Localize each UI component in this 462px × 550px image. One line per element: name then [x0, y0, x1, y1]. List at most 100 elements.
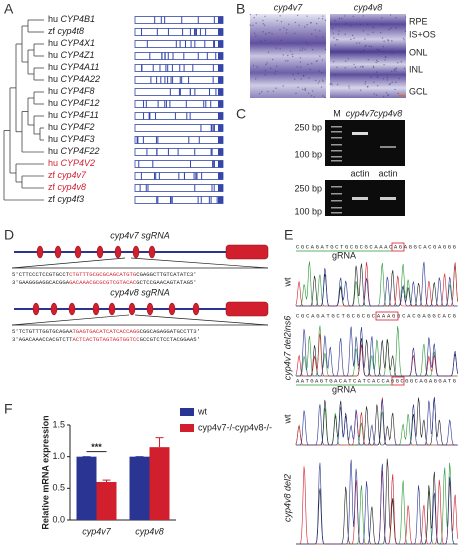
cell — [381, 17, 383, 19]
gene: CYP4A11 — [61, 62, 100, 72]
exon-end — [218, 88, 223, 96]
cell — [272, 90, 275, 93]
cell — [359, 51, 362, 54]
band — [380, 197, 396, 200]
gene: cyp4v7 — [58, 170, 88, 180]
cell — [384, 59, 386, 61]
cell — [349, 25, 352, 27]
leaf-label: hu CYP4V2 — [48, 158, 95, 168]
cell — [345, 23, 347, 25]
exon — [92, 302, 100, 316]
exon — [168, 302, 176, 316]
dna-strand: 5'CTTCCCTCCGTGCCTCTGTTTGCGCGCAGCATGTGCGA… — [12, 271, 197, 278]
species: hu — [48, 98, 58, 108]
cell — [262, 31, 264, 33]
gene: CYP4F22 — [61, 146, 100, 156]
cell — [366, 86, 369, 88]
cell — [372, 26, 375, 29]
cell — [345, 60, 347, 62]
cell — [372, 66, 375, 69]
cell — [308, 77, 310, 79]
panel-label: B — [236, 1, 245, 17]
species: hu — [48, 134, 58, 144]
cell — [321, 59, 324, 61]
image-label: cyp4v8 — [354, 2, 383, 12]
sequence: AATGAGTGACATCATCACCAGGCGGCAGAGGATG — [296, 377, 457, 384]
exon-end — [218, 112, 223, 120]
gene-structure — [134, 148, 224, 156]
gel — [325, 120, 405, 166]
cell — [304, 48, 306, 51]
cell — [302, 74, 305, 77]
cell — [252, 24, 254, 27]
seq-part: 3'AGACAAACCACGTCTT — [12, 336, 73, 343]
cell — [256, 66, 258, 68]
cell — [334, 19, 336, 22]
cell — [391, 40, 393, 42]
seq-part: CTGTTTGCGCGCAGCATGTG — [69, 271, 137, 278]
dna-strand: 5'TCTGTTTGGTGCAGAATGAGTGACATCATCACCAGGCG… — [12, 328, 200, 335]
cell — [385, 56, 387, 58]
trace — [296, 261, 458, 307]
gene: CYP4X1 — [61, 38, 96, 48]
panel-label: D — [4, 227, 14, 243]
gene-structure — [134, 16, 224, 24]
trace — [295, 262, 458, 307]
cell — [359, 89, 362, 91]
ladder-band — [331, 200, 342, 202]
exon — [50, 302, 58, 316]
gene: CYP4F2 — [61, 122, 95, 132]
cell — [395, 17, 397, 19]
cell — [358, 42, 361, 44]
cell — [393, 68, 395, 71]
lane-label: cyp4v8 — [374, 108, 403, 118]
cell — [290, 50, 292, 52]
cell — [365, 44, 367, 47]
gene: CYP4V2 — [61, 158, 96, 168]
species: hu — [48, 146, 58, 156]
gene-structure — [134, 136, 224, 144]
gene: CYP4A22 — [61, 74, 101, 84]
y-axis-label: Relative mRNA expression — [40, 415, 50, 529]
y-tick-label: 0.0 — [52, 514, 65, 524]
zoom — [130, 257, 269, 269]
species: hu — [48, 74, 58, 84]
cell — [265, 63, 267, 66]
cell — [395, 70, 397, 72]
lane-label: cyp4v7 — [346, 108, 376, 118]
cell — [373, 93, 375, 95]
cell — [350, 38, 352, 41]
ladder-band — [331, 160, 342, 162]
legend-label: wt — [197, 406, 207, 416]
cell — [322, 95, 324, 97]
cell — [388, 28, 390, 31]
ladder-band — [331, 212, 342, 214]
cell — [370, 45, 373, 48]
gene: cyp4v8 — [58, 182, 87, 192]
exon-end — [218, 16, 223, 24]
guide-label: gRNA — [332, 384, 356, 394]
gene-structure — [134, 76, 224, 84]
cell — [314, 29, 316, 31]
cell — [324, 19, 327, 22]
cell — [310, 22, 312, 24]
cell — [404, 30, 407, 32]
exon-end — [218, 148, 223, 156]
exon-end — [218, 64, 223, 72]
cell — [400, 61, 403, 63]
gene-structure — [134, 52, 224, 60]
exon-end — [218, 76, 223, 84]
cell — [320, 86, 323, 88]
seq-part: GCCGTCTCCTACGGAA5' — [140, 336, 200, 343]
cell — [319, 30, 321, 32]
leaf-label: hu CYP4Z1 — [48, 50, 95, 60]
cell — [297, 73, 299, 75]
cell — [360, 66, 362, 68]
cell — [364, 38, 366, 40]
seq-part: TGAGTGACATCATCACCAGG — [72, 328, 140, 335]
cell — [377, 60, 379, 63]
cell — [305, 41, 307, 43]
bar — [96, 482, 117, 520]
species: zf — [48, 194, 56, 204]
